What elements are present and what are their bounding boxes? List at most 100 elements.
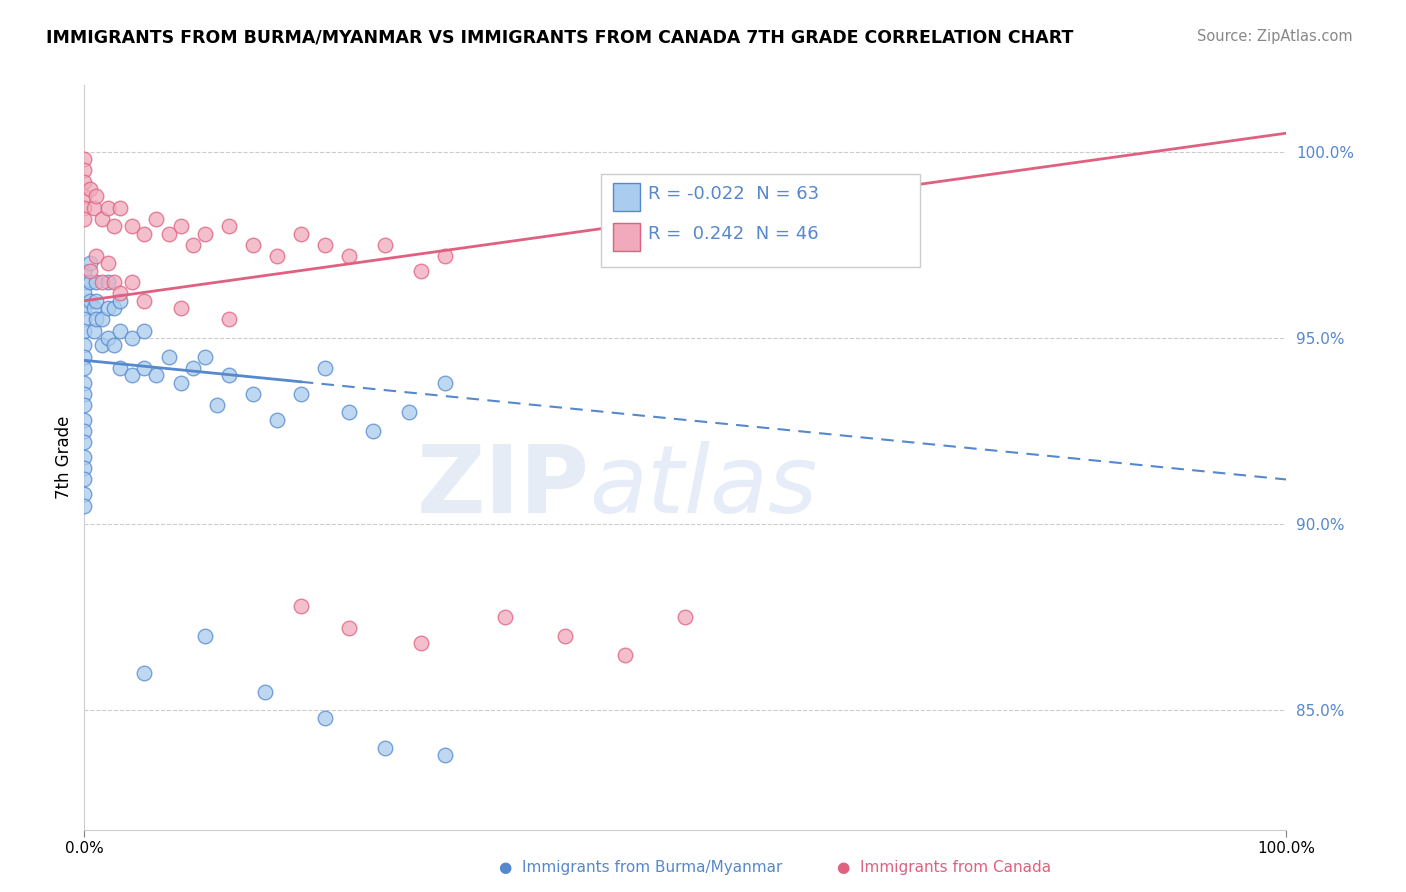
Point bbox=[97, 331, 120, 345]
Point bbox=[73, 264, 96, 278]
Point bbox=[181, 238, 204, 252]
Point bbox=[169, 376, 191, 390]
Point bbox=[73, 350, 96, 364]
Point bbox=[73, 175, 96, 189]
Point bbox=[194, 227, 217, 241]
Point bbox=[86, 189, 108, 203]
Point bbox=[86, 312, 108, 326]
Point bbox=[73, 163, 96, 178]
Point bbox=[434, 747, 457, 762]
Point bbox=[361, 424, 384, 438]
Point bbox=[97, 301, 120, 316]
Point bbox=[73, 338, 96, 352]
Point bbox=[103, 275, 125, 289]
Point bbox=[253, 685, 276, 699]
Point bbox=[194, 629, 217, 643]
Point bbox=[73, 435, 96, 450]
Text: R =  0.242  N = 46: R = 0.242 N = 46 bbox=[648, 225, 818, 243]
Point bbox=[73, 201, 96, 215]
Point bbox=[83, 324, 105, 338]
Text: ●  Immigrants from Burma/Myanmar: ● Immigrants from Burma/Myanmar bbox=[499, 861, 783, 875]
Point bbox=[218, 312, 240, 326]
Point bbox=[86, 275, 108, 289]
Point bbox=[134, 293, 156, 308]
Point bbox=[97, 256, 120, 270]
Point bbox=[73, 211, 96, 226]
Point bbox=[434, 376, 457, 390]
Point bbox=[73, 473, 96, 487]
Point bbox=[242, 238, 264, 252]
Text: IMMIGRANTS FROM BURMA/MYANMAR VS IMMIGRANTS FROM CANADA 7TH GRADE CORRELATION CH: IMMIGRANTS FROM BURMA/MYANMAR VS IMMIGRA… bbox=[46, 29, 1074, 46]
Point bbox=[73, 413, 96, 427]
Point bbox=[205, 398, 228, 412]
Point bbox=[374, 238, 396, 252]
Point bbox=[83, 201, 105, 215]
Point bbox=[73, 152, 96, 166]
Point bbox=[121, 275, 143, 289]
Point bbox=[86, 249, 108, 263]
Point bbox=[73, 286, 96, 301]
Bar bbox=[613, 183, 640, 211]
Point bbox=[337, 622, 360, 636]
Point bbox=[169, 219, 191, 234]
Point bbox=[79, 293, 101, 308]
Point bbox=[73, 398, 96, 412]
Point bbox=[409, 636, 432, 650]
Point bbox=[73, 275, 96, 289]
Point bbox=[91, 275, 114, 289]
Point bbox=[73, 360, 96, 375]
Point bbox=[134, 360, 156, 375]
Point bbox=[73, 376, 96, 390]
Point bbox=[91, 312, 114, 326]
Point bbox=[73, 312, 96, 326]
Point bbox=[103, 219, 125, 234]
Point bbox=[79, 182, 101, 196]
Point bbox=[675, 610, 697, 624]
Point bbox=[409, 264, 432, 278]
Point bbox=[314, 238, 336, 252]
Point bbox=[134, 324, 156, 338]
Point bbox=[103, 338, 125, 352]
Point bbox=[266, 249, 288, 263]
Text: R = -0.022  N = 63: R = -0.022 N = 63 bbox=[648, 186, 820, 203]
Text: Source: ZipAtlas.com: Source: ZipAtlas.com bbox=[1197, 29, 1353, 44]
Text: ZIP: ZIP bbox=[416, 441, 589, 533]
Point bbox=[79, 264, 101, 278]
Text: atlas: atlas bbox=[589, 442, 817, 533]
Point bbox=[266, 413, 288, 427]
Point bbox=[110, 324, 132, 338]
Point bbox=[314, 360, 336, 375]
Point bbox=[83, 301, 105, 316]
Point bbox=[91, 338, 114, 352]
Point bbox=[73, 324, 96, 338]
Point bbox=[290, 227, 312, 241]
Point bbox=[554, 629, 576, 643]
Point bbox=[79, 275, 101, 289]
Point bbox=[73, 487, 96, 501]
Point bbox=[110, 286, 132, 301]
Text: ●  Immigrants from Canada: ● Immigrants from Canada bbox=[837, 861, 1050, 875]
Point bbox=[169, 301, 191, 316]
Point bbox=[145, 211, 167, 226]
Point bbox=[110, 293, 132, 308]
Point bbox=[121, 368, 143, 383]
Point bbox=[79, 256, 101, 270]
Point bbox=[134, 666, 156, 681]
Point bbox=[73, 450, 96, 464]
Point bbox=[73, 387, 96, 401]
Point bbox=[374, 740, 396, 755]
Point bbox=[290, 387, 312, 401]
Point bbox=[337, 249, 360, 263]
Point bbox=[110, 360, 132, 375]
Point bbox=[73, 301, 96, 316]
Point bbox=[121, 331, 143, 345]
Point bbox=[121, 219, 143, 234]
Point bbox=[218, 219, 240, 234]
Point bbox=[103, 301, 125, 316]
FancyBboxPatch shape bbox=[602, 174, 920, 268]
Point bbox=[242, 387, 264, 401]
Y-axis label: 7th Grade: 7th Grade bbox=[55, 416, 73, 499]
Point bbox=[73, 424, 96, 438]
Point bbox=[97, 275, 120, 289]
Point bbox=[614, 648, 637, 662]
